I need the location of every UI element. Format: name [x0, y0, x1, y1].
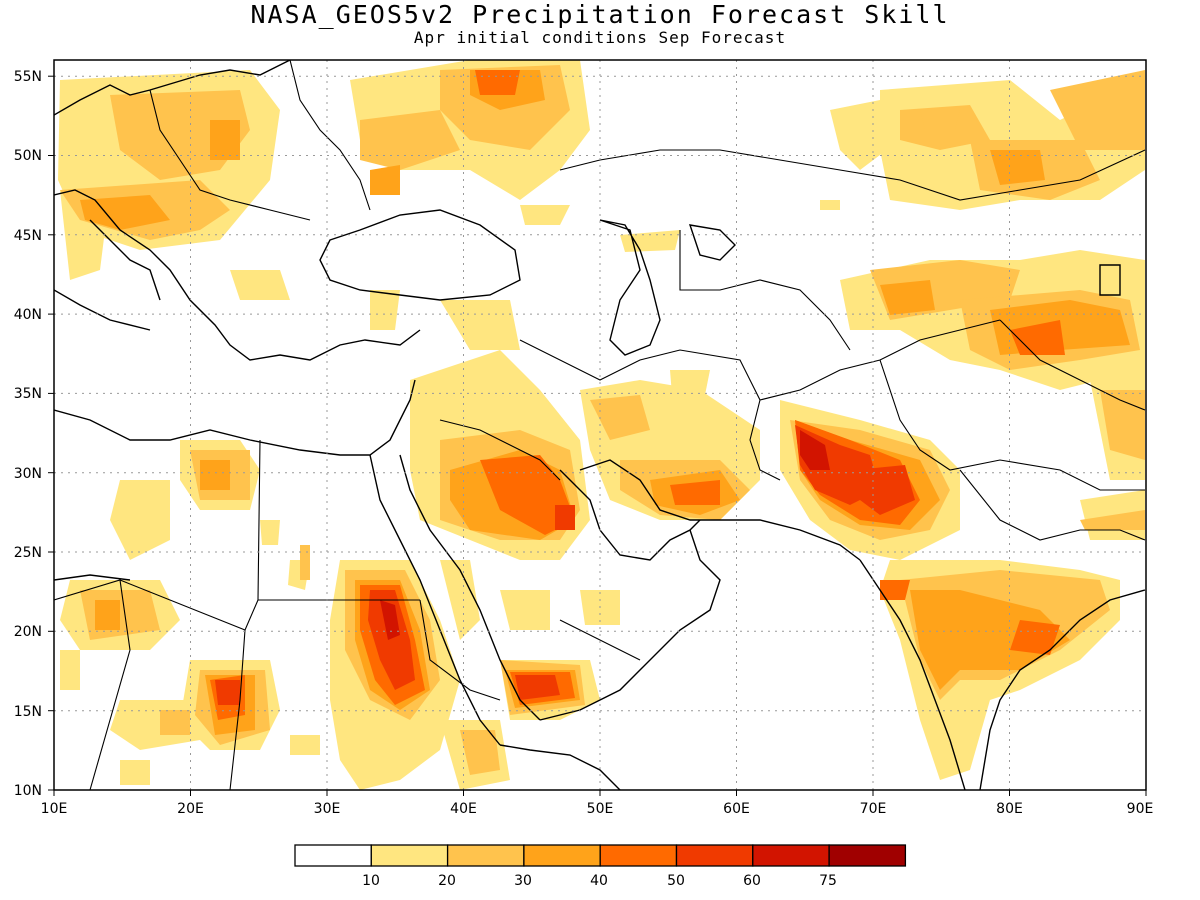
borders-layer: [54, 60, 1146, 790]
lat-label: 15N: [14, 704, 42, 720]
lon-label: 10E: [41, 801, 68, 817]
lat-label: 10N: [14, 783, 42, 799]
lon-label: 30E: [314, 801, 341, 817]
colorbar-box: [828, 844, 907, 867]
colorbar-box: [752, 844, 830, 867]
lat-label: 35N: [14, 386, 42, 402]
lon-tick-labels: 10E 20E 30E 40E 50E 60E 70E 80E 90E: [41, 801, 1154, 817]
colorbar-box: [446, 844, 525, 867]
lon-label: 70E: [860, 801, 887, 817]
lat-label: 40N: [14, 307, 42, 323]
grid-lines: [54, 60, 1146, 790]
lat-label: 45N: [14, 228, 42, 244]
lat-label: 20N: [14, 624, 42, 640]
map-title: NASA_GEOS5v2 Precipitation Forecast Skil…: [250, 0, 950, 29]
lon-label: 90E: [1127, 801, 1154, 817]
colorbar-label: 75: [819, 873, 837, 889]
coastlines-layer: [54, 60, 1146, 790]
colorbar-boxes: [294, 844, 907, 867]
lon-label: 20E: [177, 801, 204, 817]
lon-label: 80E: [996, 801, 1023, 817]
lon-label: 60E: [723, 801, 750, 817]
lat-label: 50N: [14, 148, 42, 164]
lat-label: 25N: [14, 545, 42, 561]
lat-tick-labels: 10N 15N 20N 25N 30N 35N 40N 45N 50N 55N: [14, 69, 42, 799]
colorbar-box: [599, 844, 678, 867]
colorbar-label: 30: [514, 873, 532, 889]
lon-label: 50E: [587, 801, 614, 817]
colorbar-label: 10: [362, 873, 380, 889]
colorbar-box: [294, 844, 372, 867]
map-subtitle: Apr initial conditions Sep Forecast: [413, 28, 787, 47]
colorbar-label: 20: [438, 873, 456, 889]
skill-level-5: [215, 425, 915, 705]
colorbar-label: 60: [743, 873, 761, 889]
colorbar-labels: 10 20 30 40 50 60 75: [362, 873, 837, 889]
colorbar-label: 50: [667, 873, 685, 889]
tick-marks: [48, 75, 1147, 796]
colorbar-box: [523, 844, 601, 867]
lat-label: 55N: [14, 69, 42, 85]
colorbar-box: [675, 844, 754, 867]
colorbar-box: [370, 844, 449, 867]
colorbar-label: 40: [590, 873, 608, 889]
lat-label: 30N: [14, 466, 42, 482]
skill-level-6: [380, 430, 830, 640]
skill-shading-layer: [58, 60, 1145, 790]
lon-label: 40E: [450, 801, 477, 817]
colorbar: 10 20 30 40 50 60 75: [294, 844, 907, 889]
